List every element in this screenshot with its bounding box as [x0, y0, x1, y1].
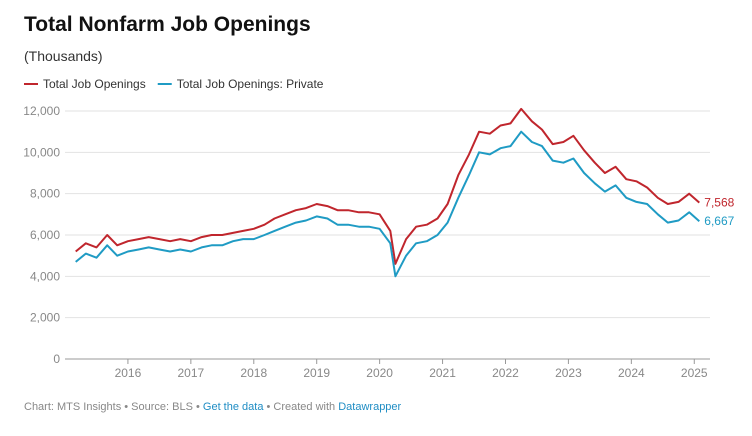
legend-item: Total Job Openings: Private: [157, 77, 324, 91]
y-tick-label: 0: [53, 352, 60, 366]
y-tick-label: 8,000: [30, 187, 60, 201]
value-label: 6,667: [704, 214, 734, 228]
chart-title: Total Nonfarm Job Openings: [24, 13, 311, 36]
value-label: 7,568: [704, 196, 734, 210]
x-tick-label: 2017: [178, 366, 205, 380]
series-line: [75, 107, 700, 265]
y-tick-label: 10,000: [23, 145, 60, 159]
y-tick-label: 2,000: [30, 311, 60, 325]
footer-link[interactable]: Datawrapper: [338, 401, 401, 413]
x-tick-label: 2016: [115, 366, 142, 380]
x-tick-label: 2022: [492, 366, 519, 380]
y-tick-label: 6,000: [30, 228, 60, 242]
footer: Chart: MTS Insights • Source: BLS • Get …: [24, 401, 402, 413]
series-line: [75, 130, 700, 278]
x-tick-label: 2020: [366, 366, 393, 380]
legend-label: Total Job Openings: Private: [177, 77, 324, 91]
y-tick-label: 4,000: [30, 269, 60, 283]
x-tick-label: 2025: [681, 366, 708, 380]
footer-prefix: Chart: MTS Insights • Source: BLS •: [24, 401, 200, 413]
legend-label: Total Job Openings: [43, 77, 146, 91]
footer-link[interactable]: Get the data: [203, 401, 264, 413]
x-tick-label: 2019: [303, 366, 330, 380]
x-tick-label: 2021: [429, 366, 456, 380]
chart-subtitle: (Thousands): [24, 48, 103, 64]
x-tick-label: 2024: [618, 366, 645, 380]
y-tick-label: 12,000: [23, 104, 60, 118]
x-tick-label: 2018: [240, 366, 267, 380]
legend-item: Total Job Openings: [24, 77, 146, 91]
x-tick-label: 2023: [555, 366, 582, 380]
footer-middle: • Created with: [267, 401, 336, 413]
